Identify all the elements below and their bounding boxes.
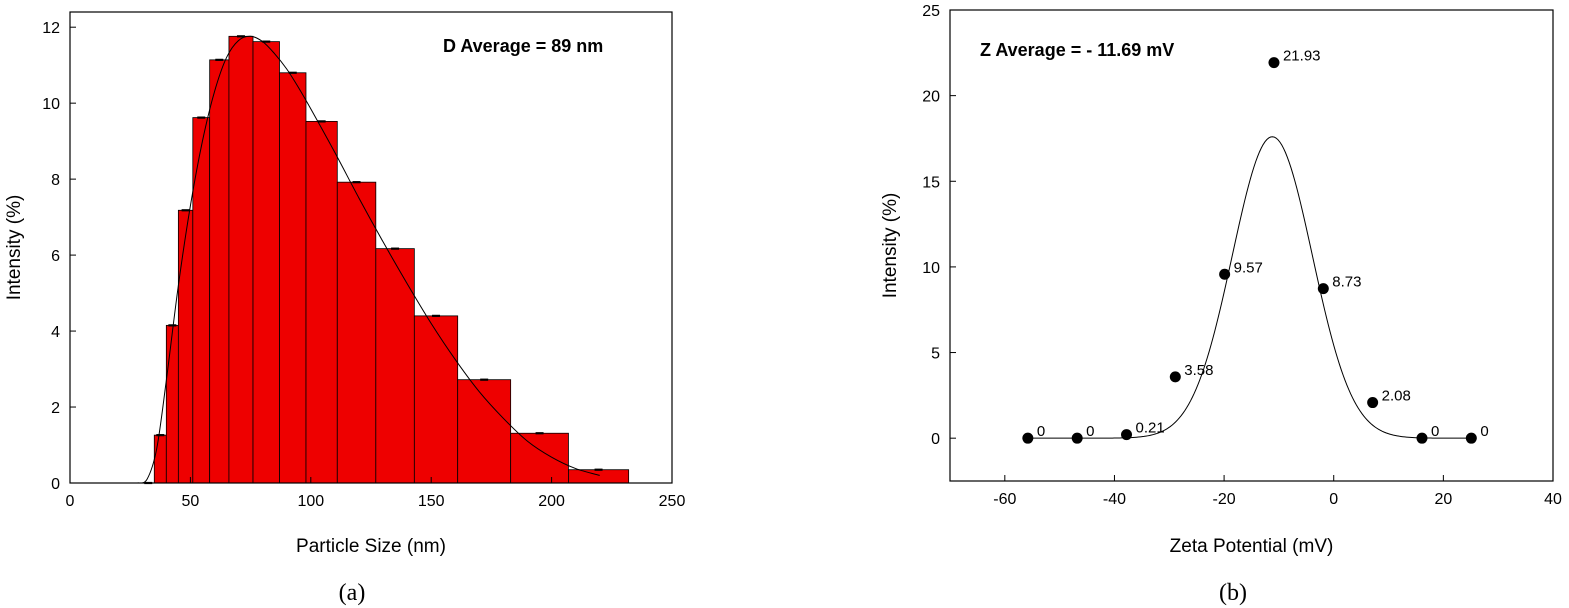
panel-b-zeta-potential-chart: 0 0 0.21 3.58 9.57 21.93 8.73 2.08 0 0 -60 -40 -20 0… (880, 3, 1562, 606)
x-axis-label: Zeta Potential (mV) (1170, 536, 1334, 557)
data-label: 0.21 (1136, 420, 1165, 437)
data-label: 3.58 (1184, 362, 1213, 379)
bar (568, 469, 630, 484)
d-average-annotation: D Average = 89 nm (443, 36, 603, 56)
points-group: 0 0 0.21 3.58 9.57 21.93 8.73 2.08 0 0 (1022, 48, 1489, 444)
y-tick-label: 15 (922, 174, 940, 191)
x-tick-label: 40 (1544, 491, 1562, 508)
y-tick-label: 5 (931, 346, 940, 363)
data-point (1219, 268, 1231, 280)
x-tick-label: 20 (1434, 491, 1452, 508)
data-point (1367, 397, 1379, 409)
data-label: 0 (1431, 423, 1439, 440)
plot-frame (949, 9, 1554, 482)
y-tick-label: 2 (51, 400, 60, 417)
data-point (1022, 432, 1034, 444)
data-label: 8.73 (1332, 274, 1361, 291)
x-tick-label: 200 (538, 493, 565, 510)
bar (457, 379, 512, 484)
y-tick-label: 4 (51, 324, 60, 341)
x-tick-label: -40 (1103, 491, 1126, 508)
bar (209, 59, 230, 484)
bar (510, 432, 569, 484)
data-point (1121, 429, 1133, 441)
x-tick-label: 0 (66, 493, 75, 510)
y-tick-label: 20 (922, 89, 940, 106)
bar (252, 41, 280, 484)
bar (153, 434, 167, 484)
bar (279, 72, 307, 484)
fit-curve (137, 35, 600, 484)
x-tick-label: 150 (418, 493, 445, 510)
x-tick-label: -20 (1213, 491, 1236, 508)
data-point (1317, 283, 1329, 295)
data-label: 21.93 (1283, 48, 1321, 65)
x-axis-label: Particle Size (nm) (296, 536, 446, 557)
y-tick-label: 25 (922, 3, 940, 20)
z-average-annotation: Z Average = - 11.69 mV (980, 40, 1174, 60)
x-tick-label: 0 (1329, 491, 1338, 508)
y-tick-label: 8 (51, 172, 60, 189)
y-tick-label: 6 (51, 248, 60, 265)
data-label: 0 (1086, 423, 1094, 440)
bar (228, 35, 254, 484)
data-label: 0 (1480, 423, 1488, 440)
panel-a-particle-size-chart: 0 50 100 150 200 250 0 2 4 6 8 10 12 Particle Size … (4, 11, 686, 606)
y-axis-label: Intensity (%) (880, 193, 901, 299)
gaussian-fit-curve (1026, 136, 1474, 439)
data-point (1071, 432, 1083, 444)
y-axis-label: Intensity (%) (4, 195, 25, 301)
y-tick-label: 0 (51, 476, 60, 493)
plot-frame (69, 11, 673, 484)
x-tick-label: 250 (659, 493, 686, 510)
data-label: 2.08 (1382, 388, 1411, 405)
data-point (1169, 371, 1181, 383)
data-label: 0 (1037, 423, 1045, 440)
data-point (1416, 432, 1428, 444)
panel-caption-a: (a) (339, 580, 366, 606)
data-label: 9.57 (1234, 259, 1263, 276)
y-axis-ticks: 0 5 10 15 20 25 (922, 3, 956, 448)
bar (413, 315, 459, 484)
bars-group (144, 35, 630, 485)
y-tick-label: 0 (931, 431, 940, 448)
bar (336, 181, 377, 484)
y-tick-label: 12 (42, 20, 60, 37)
data-point (1268, 57, 1280, 69)
y-axis-ticks: 0 2 4 6 8 10 12 (42, 20, 76, 493)
x-tick-label: 100 (297, 493, 324, 510)
panel-caption-b: (b) (1219, 580, 1247, 606)
x-axis-ticks: 0 50 100 150 200 250 (66, 477, 686, 510)
y-tick-label: 10 (922, 260, 940, 277)
x-tick-label: 50 (182, 493, 200, 510)
bar (192, 117, 211, 484)
bar (375, 248, 415, 484)
x-tick-label: -60 (993, 491, 1016, 508)
bar (305, 120, 338, 484)
y-tick-label: 10 (42, 96, 60, 113)
data-point (1465, 432, 1477, 444)
bar (177, 209, 194, 484)
x-axis-ticks: -60 -40 -20 0 20 40 (993, 475, 1562, 508)
bar (165, 324, 179, 484)
